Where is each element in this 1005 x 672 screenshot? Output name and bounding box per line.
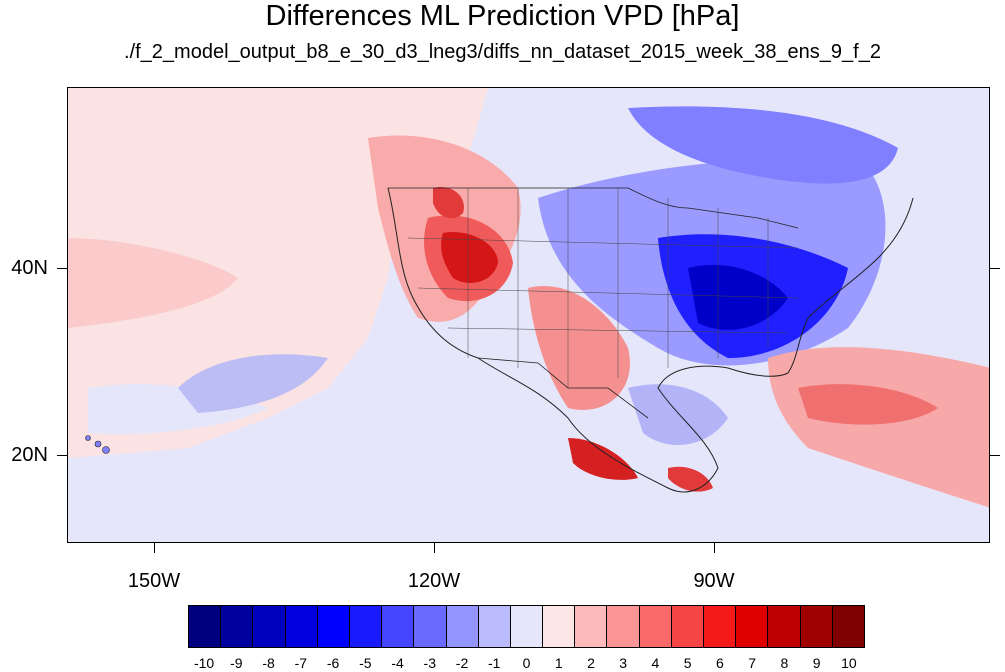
- colorbar-label: -10: [193, 655, 215, 671]
- colorbar-label: 7: [748, 655, 757, 671]
- great-basin-core: [441, 232, 498, 283]
- lat-tick-40n-left: [57, 268, 67, 269]
- colorbar-box: [768, 606, 801, 647]
- lat-tick-20n-left: [57, 455, 67, 456]
- hawaii-islands: [85, 435, 110, 454]
- map-canvas: [68, 88, 989, 542]
- colorbar-label: 9: [812, 655, 821, 671]
- colorbar-label: -6: [326, 655, 340, 671]
- colorbar-box: [189, 606, 222, 647]
- colorbar-label: -7: [294, 655, 308, 671]
- map-title: Differences ML Prediction VPD [hPa]: [265, 0, 740, 32]
- canada-negative-region: [628, 106, 898, 184]
- colorbar-label: 1: [554, 655, 563, 671]
- colorbar-box: [543, 606, 576, 647]
- colorbar-label: -9: [230, 655, 243, 671]
- colorbar-box: [607, 606, 640, 647]
- colorbar-label: -8: [262, 655, 275, 671]
- pacific-positive-patch: [68, 238, 238, 328]
- colorbar-box: [671, 606, 704, 647]
- colorbar-label: 5: [683, 655, 692, 671]
- lon-label-120w: 120W: [407, 570, 461, 592]
- ohio-valley-negative-core: [688, 264, 788, 330]
- lon-label-90w: 90W: [693, 570, 735, 592]
- colorbar-box: [414, 606, 447, 647]
- us-canada-border: [388, 187, 799, 229]
- colorbar-label: 4: [651, 655, 660, 671]
- colorbar-box: [349, 606, 383, 647]
- lon-label-150w: 150W: [127, 570, 181, 592]
- vpd-difference-map: [67, 87, 990, 543]
- gulf-negative-patch: [628, 384, 728, 445]
- lat-tick-40n-right: [990, 268, 1000, 269]
- north-america-coastline: [387, 187, 914, 493]
- colorbar-box: [446, 606, 479, 647]
- southwest-positive: [528, 286, 630, 410]
- colorbar-label: -1: [488, 655, 501, 671]
- colorbar-label: 2: [587, 655, 595, 671]
- lat-label-20n: 20N: [11, 444, 48, 466]
- colorbar-label: 3: [619, 655, 628, 671]
- lon-tick-150w: [154, 543, 155, 553]
- colorbar-label: 0: [522, 655, 531, 671]
- colorbar-box: [478, 606, 511, 647]
- colorbar-label: 10: [841, 655, 857, 671]
- colorbar-label: -4: [391, 655, 404, 671]
- colorbar-box: [221, 606, 254, 647]
- lat-label-40n: 40N: [11, 257, 48, 279]
- map-subtitle: ./f_2_model_output_b8_e_30_d3_lneg3/diff…: [124, 41, 881, 63]
- colorbar-box: [510, 606, 544, 647]
- colorbar-box: [253, 606, 286, 647]
- central-america-positive: [668, 466, 713, 492]
- colorbar: [188, 605, 865, 648]
- colorbar-label: -2: [455, 655, 469, 671]
- lon-tick-120w: [434, 543, 435, 553]
- colorbar-box: [832, 606, 864, 647]
- pacific-northwest-core: [433, 187, 464, 219]
- atlantic-positive-core: [798, 384, 938, 425]
- pacific-negative-patch: [178, 354, 328, 413]
- colorbar-label: -5: [359, 655, 372, 671]
- colorbar-label: 6: [716, 655, 724, 671]
- mexico-positive-core: [568, 438, 638, 480]
- colorbar-box: [639, 606, 672, 647]
- lon-tick-90w: [714, 543, 715, 553]
- colorbar-box: [800, 606, 833, 647]
- colorbar-box: [704, 606, 737, 647]
- lat-tick-20n-right: [990, 455, 1000, 456]
- state-boundaries: [407, 188, 799, 388]
- colorbar-box: [736, 606, 769, 647]
- colorbar-box: [285, 606, 318, 647]
- colorbar-box: [382, 606, 415, 647]
- colorbar-box: [575, 606, 608, 647]
- colorbar-box: [317, 606, 350, 647]
- colorbar-label: -3: [423, 655, 436, 671]
- colorbar-label: 8: [780, 655, 789, 671]
